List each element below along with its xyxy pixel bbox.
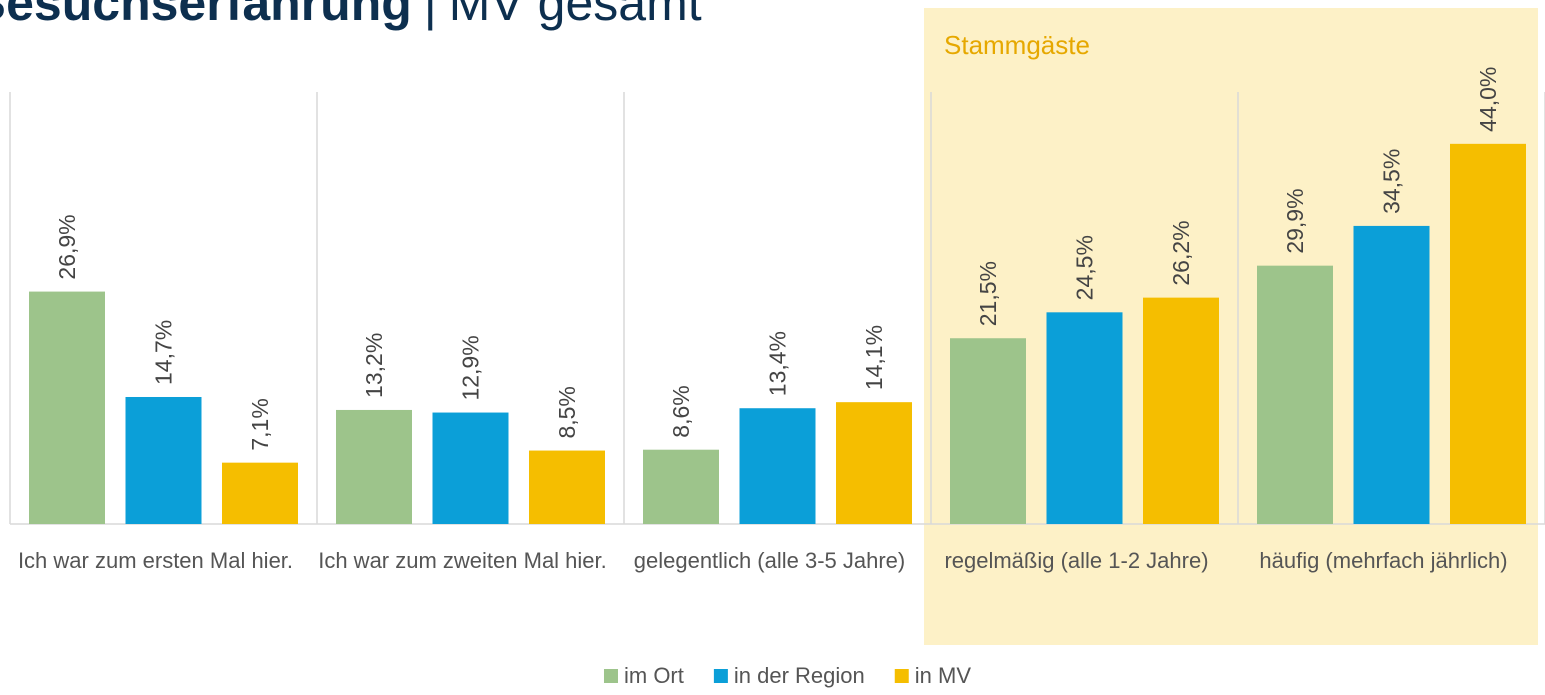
- bar: [222, 462, 298, 524]
- title-separator: |: [424, 0, 437, 31]
- bar: [1046, 312, 1123, 524]
- value-label: 8,6%: [668, 385, 694, 437]
- bar: [643, 449, 719, 524]
- x-tick-label-box: häufig (mehrfach jährlich): [1259, 548, 1508, 573]
- chart-title-group: Besuchserfahrung | MV gesamt: [0, 0, 702, 31]
- value-label: 14,1%: [861, 325, 887, 390]
- legend-label: in MV: [915, 663, 972, 688]
- value-label: 7,1%: [247, 398, 273, 450]
- bar: [336, 409, 412, 524]
- legend-label: im Ort: [624, 663, 684, 688]
- value-label: 8,5%: [554, 386, 580, 438]
- x-tick-label: Ich war zum zweiten Mal hier.: [318, 548, 607, 573]
- bar: [29, 291, 105, 524]
- value-label: 44,0%: [1475, 67, 1501, 132]
- bar: [1353, 225, 1430, 525]
- highlight-label: Stammgäste: [944, 30, 1090, 60]
- x-tick-label-box: Ich war zum zweiten Mal hier.: [318, 548, 607, 573]
- chart-title: Besuchserfahrung: [0, 0, 412, 31]
- legend-swatch: [894, 669, 909, 683]
- x-tick-label: regelmäßig (alle 1-2 Jahre): [944, 548, 1209, 573]
- x-tick-label: häufig (mehrfach jährlich): [1259, 548, 1508, 573]
- chart-subtitle: MV gesamt: [449, 0, 702, 31]
- highlight-region: [924, 8, 1538, 645]
- value-label: 14,7%: [151, 320, 177, 385]
- legend: im Ort in der Region in MV: [603, 663, 972, 688]
- value-label: 29,9%: [1282, 188, 1308, 253]
- bar: [950, 338, 1026, 524]
- bar: [529, 450, 605, 524]
- value-label: 24,5%: [1072, 235, 1098, 300]
- bar: [125, 396, 202, 524]
- x-tick-label: Ich war zum ersten Mal hier.: [17, 548, 294, 573]
- x-tick-label: gelegentlich (alle 3-5 Jahre): [633, 548, 906, 573]
- x-tick-label-box: regelmäßig (alle 1-2 Jahre): [944, 548, 1209, 573]
- legend-swatch: [603, 669, 618, 683]
- value-label: 13,4%: [765, 331, 791, 396]
- value-label: 13,2%: [361, 333, 387, 398]
- x-tick-label-box: Ich war zum ersten Mal hier.: [17, 548, 294, 573]
- value-label: 12,9%: [458, 335, 484, 400]
- bar: [1143, 297, 1219, 524]
- legend-swatch: [713, 669, 728, 683]
- value-label: 26,2%: [1168, 220, 1194, 285]
- bar: [836, 402, 912, 524]
- value-label: 34,5%: [1379, 149, 1405, 214]
- bar: [739, 408, 816, 524]
- bar: [1257, 265, 1333, 524]
- value-label: 26,9%: [54, 214, 80, 279]
- bar: [1450, 143, 1526, 524]
- x-tick-label-box: gelegentlich (alle 3-5 Jahre): [633, 548, 906, 573]
- value-label: 21,5%: [975, 261, 1001, 326]
- bar: [432, 412, 509, 524]
- legend-label: in der Region: [734, 663, 865, 688]
